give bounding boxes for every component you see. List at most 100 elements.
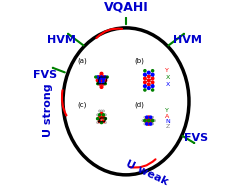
Circle shape: [98, 76, 101, 78]
Circle shape: [147, 83, 150, 85]
Circle shape: [149, 118, 152, 121]
FancyArrowPatch shape: [130, 159, 155, 168]
Circle shape: [146, 121, 148, 123]
Circle shape: [144, 116, 146, 118]
Circle shape: [148, 123, 150, 125]
Circle shape: [151, 73, 154, 76]
Circle shape: [104, 79, 107, 82]
Circle shape: [100, 76, 103, 78]
Circle shape: [104, 83, 106, 85]
Text: U strong: U strong: [43, 83, 53, 137]
Text: Y: Y: [165, 108, 169, 113]
Text: Y: Y: [165, 68, 169, 73]
FancyArrowPatch shape: [183, 136, 194, 143]
Circle shape: [101, 122, 103, 124]
Circle shape: [100, 116, 103, 119]
Circle shape: [100, 79, 103, 82]
Text: VQAHI: VQAHI: [104, 1, 148, 14]
Circle shape: [147, 75, 150, 78]
Ellipse shape: [63, 28, 189, 175]
Circle shape: [102, 110, 105, 112]
Circle shape: [147, 116, 150, 119]
Circle shape: [102, 81, 105, 84]
Circle shape: [144, 70, 146, 72]
Circle shape: [102, 118, 105, 120]
Circle shape: [99, 114, 101, 116]
Text: (a): (a): [77, 58, 87, 64]
Circle shape: [104, 114, 106, 116]
Circle shape: [104, 118, 106, 120]
Circle shape: [144, 81, 146, 84]
Circle shape: [102, 76, 105, 78]
Text: HVM: HVM: [173, 35, 202, 45]
Circle shape: [99, 110, 101, 112]
Circle shape: [97, 114, 99, 116]
Circle shape: [146, 118, 148, 121]
Circle shape: [97, 118, 99, 120]
Circle shape: [142, 119, 144, 122]
Text: X: X: [165, 75, 170, 80]
Circle shape: [95, 76, 97, 78]
Circle shape: [144, 119, 146, 122]
Circle shape: [97, 122, 99, 124]
Circle shape: [102, 114, 105, 116]
Text: Z: Z: [165, 124, 170, 129]
Circle shape: [151, 77, 154, 80]
Circle shape: [104, 76, 107, 78]
Circle shape: [147, 79, 150, 82]
Text: (d): (d): [135, 101, 145, 108]
Circle shape: [97, 83, 99, 85]
Circle shape: [151, 123, 154, 125]
Circle shape: [144, 123, 146, 125]
Circle shape: [151, 85, 154, 88]
Circle shape: [144, 77, 146, 80]
Circle shape: [100, 112, 103, 115]
Circle shape: [144, 85, 146, 88]
Circle shape: [102, 120, 105, 123]
Circle shape: [149, 116, 152, 119]
Circle shape: [146, 116, 148, 119]
Circle shape: [151, 119, 154, 122]
Circle shape: [99, 118, 101, 120]
Circle shape: [101, 118, 103, 120]
Circle shape: [98, 120, 101, 123]
Circle shape: [150, 119, 152, 122]
Text: (b): (b): [135, 58, 145, 64]
Text: (c): (c): [77, 101, 86, 108]
Circle shape: [98, 116, 101, 119]
Circle shape: [144, 73, 146, 76]
FancyArrowPatch shape: [96, 29, 122, 38]
Circle shape: [153, 119, 155, 122]
Circle shape: [151, 116, 154, 118]
Circle shape: [98, 82, 101, 85]
Text: FVS: FVS: [34, 70, 58, 80]
Circle shape: [100, 72, 103, 75]
Circle shape: [147, 123, 150, 125]
Circle shape: [99, 81, 101, 84]
FancyArrowPatch shape: [62, 90, 66, 115]
Circle shape: [149, 123, 152, 125]
Circle shape: [147, 71, 150, 74]
Circle shape: [151, 81, 154, 84]
Text: N: N: [165, 119, 170, 124]
Text: HVM: HVM: [47, 35, 76, 45]
Circle shape: [148, 119, 150, 122]
Circle shape: [104, 122, 106, 124]
Circle shape: [102, 78, 105, 80]
FancyArrowPatch shape: [68, 34, 84, 46]
Circle shape: [147, 87, 150, 89]
FancyArrowPatch shape: [168, 34, 184, 46]
Circle shape: [148, 116, 150, 118]
Circle shape: [102, 82, 105, 85]
Text: X: X: [165, 82, 170, 87]
Text: FVS: FVS: [184, 133, 208, 143]
FancyArrowPatch shape: [53, 68, 65, 72]
Circle shape: [100, 86, 103, 88]
Circle shape: [101, 110, 103, 112]
Circle shape: [151, 70, 154, 72]
Circle shape: [144, 89, 146, 91]
Circle shape: [96, 79, 99, 82]
Circle shape: [97, 76, 99, 78]
Circle shape: [101, 122, 103, 124]
Circle shape: [106, 76, 108, 78]
